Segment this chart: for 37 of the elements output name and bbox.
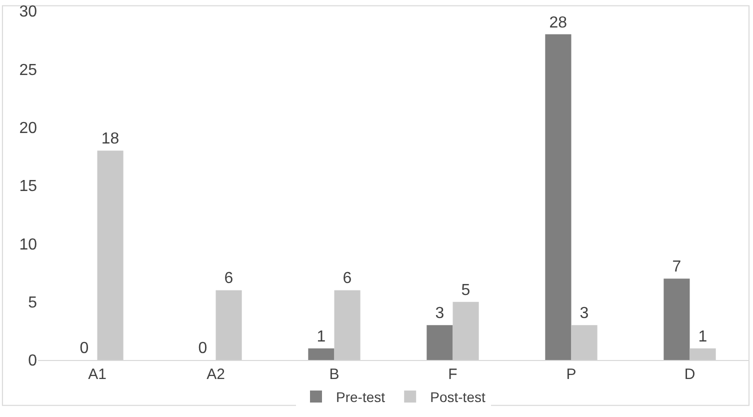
x-tick-label: P xyxy=(566,366,576,383)
bar xyxy=(426,325,453,360)
data-label: 1 xyxy=(316,328,326,346)
bar xyxy=(545,34,572,360)
data-label: 18 xyxy=(101,130,120,148)
x-tick-label: F xyxy=(448,366,458,383)
y-tick-label: 15 xyxy=(19,178,38,196)
bar xyxy=(97,150,124,360)
x-tick-label: B xyxy=(329,366,340,383)
data-label: 3 xyxy=(580,305,589,322)
bar xyxy=(452,302,479,360)
y-tick-label: 30 xyxy=(19,4,38,21)
data-label: 6 xyxy=(342,270,352,288)
bar xyxy=(308,348,334,360)
legend-label: Pre-test xyxy=(336,389,386,405)
data-label: 0 xyxy=(198,340,208,357)
data-label: 6 xyxy=(224,270,234,288)
y-tick-label: 10 xyxy=(19,236,38,254)
bar xyxy=(690,348,716,360)
data-label: 3 xyxy=(435,305,444,322)
bar xyxy=(571,325,598,360)
data-label: 5 xyxy=(461,282,470,299)
data-label: 0 xyxy=(80,340,89,357)
bar xyxy=(334,290,360,360)
data-label: 28 xyxy=(549,14,568,32)
y-tick-label: 20 xyxy=(19,120,38,137)
y-tick-label: 5 xyxy=(28,294,38,312)
x-tick-label: A1 xyxy=(88,366,106,383)
x-tick-label: A2 xyxy=(206,366,225,383)
bar xyxy=(664,278,690,360)
bar xyxy=(216,290,242,360)
x-tick-label: D xyxy=(684,366,696,383)
y-tick-label: 25 xyxy=(19,62,38,79)
y-tick-label: 0 xyxy=(28,352,38,370)
legend-label: Post-test xyxy=(430,389,486,405)
data-label: 1 xyxy=(698,328,708,346)
data-label: 7 xyxy=(672,258,682,276)
